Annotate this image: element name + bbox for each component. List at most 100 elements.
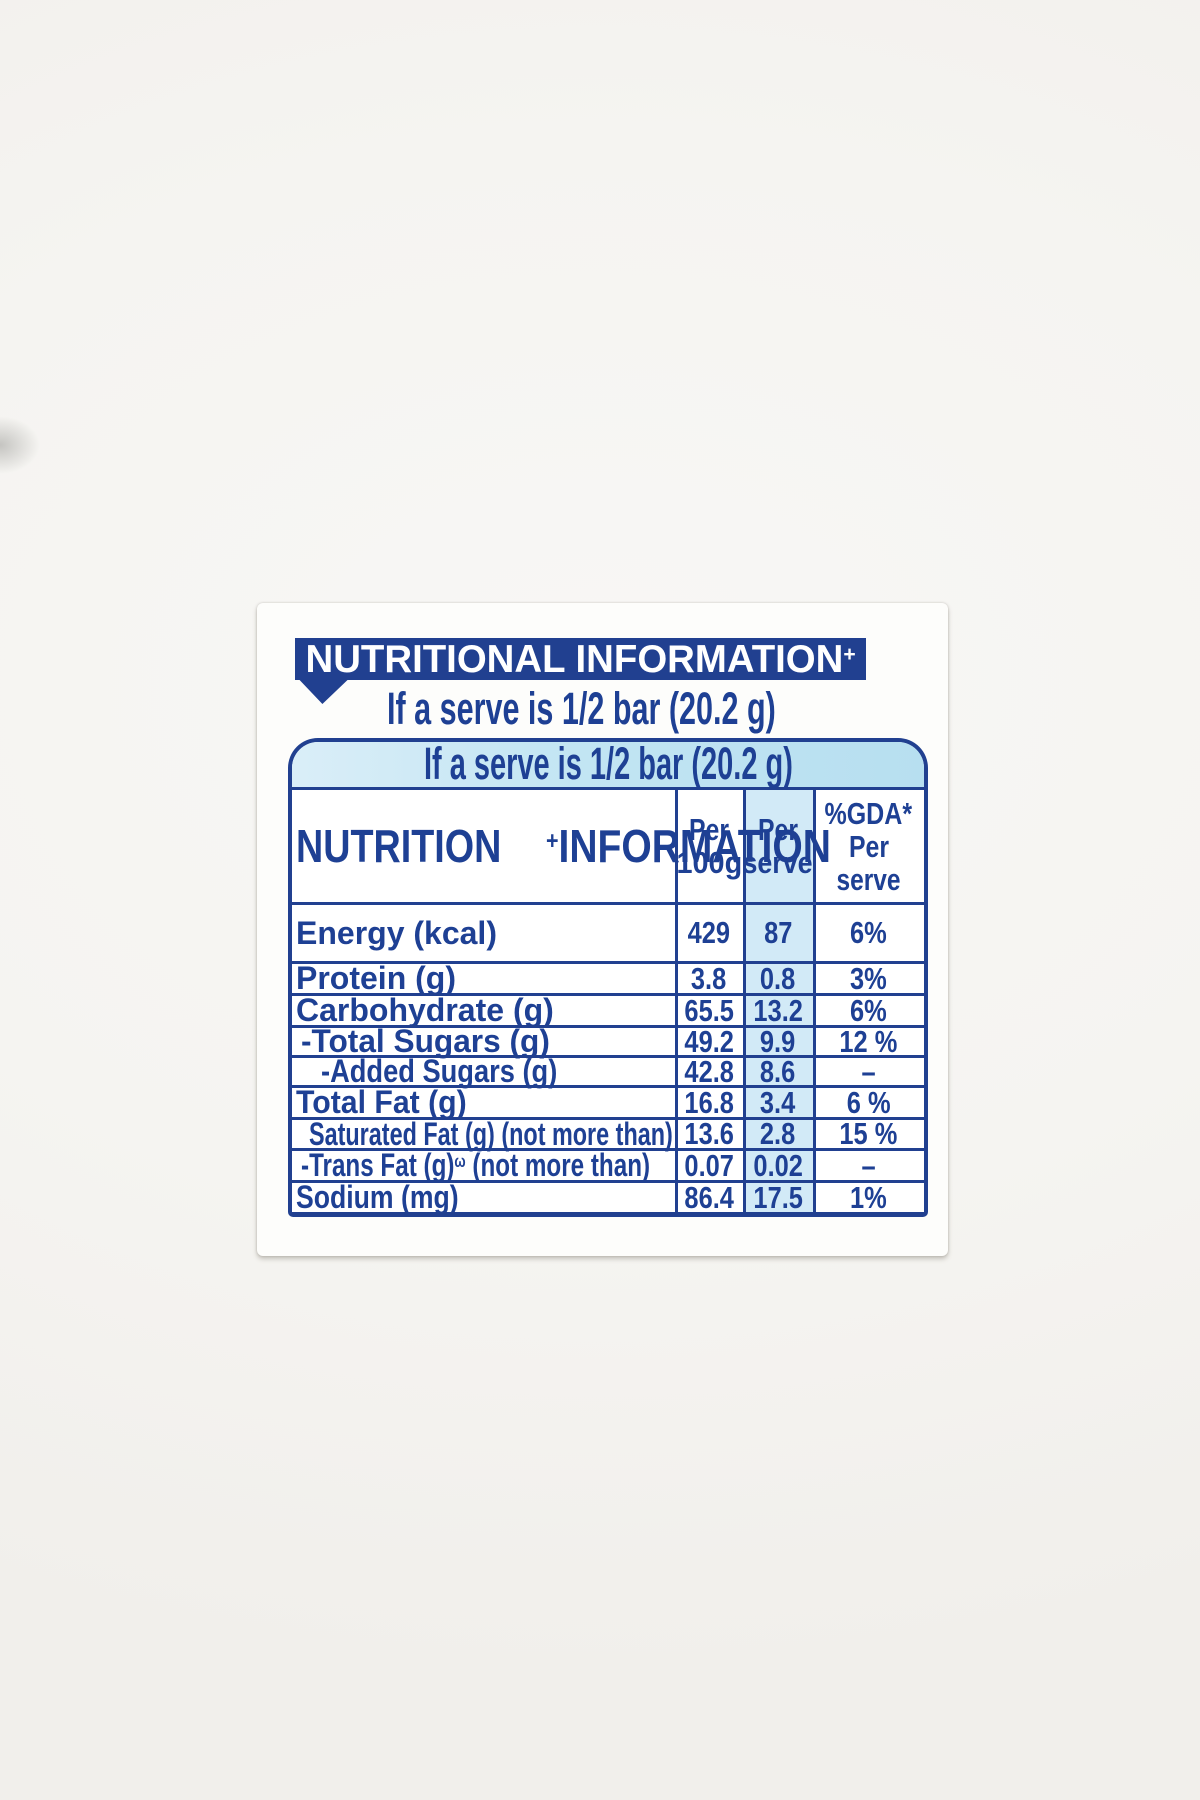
value-gda-cell: –: [813, 1054, 924, 1089]
value-per-serve-cell: 13.2: [743, 993, 813, 1028]
value-per-serve: 0.8: [760, 960, 796, 996]
value-per-serve-cell: 8.6: [743, 1054, 813, 1089]
value-per-serve-cell: 87: [743, 905, 813, 961]
value-gda-cell: 6%: [813, 905, 924, 961]
value-per-100g: 16.8: [684, 1084, 734, 1120]
value-gda: 6%: [850, 992, 887, 1028]
row-label: Carbohydrate (g): [296, 992, 554, 1028]
value-per-100g: 429: [687, 915, 731, 950]
row-label: Total Fat (g): [296, 1084, 467, 1120]
header-cell-gda: %GDA* Per serve: [813, 790, 924, 902]
value-gda: 3%: [850, 960, 887, 996]
value-per-serve: 2.8: [760, 1116, 796, 1151]
value-gda: 1%: [850, 1179, 887, 1215]
header-cell-nutrition-information: NUTRITION +INFORMATION: [292, 790, 831, 902]
value-gda-cell: 12 %: [813, 1024, 924, 1059]
value-per-serve: 87: [763, 915, 793, 950]
value-gda: 6%: [850, 915, 887, 950]
serve-size-line: If a serve is 1/2 bar (20.2 g): [295, 680, 866, 738]
table-row: Carbohydrate (g) 65.5 13.2 6%: [292, 992, 924, 1028]
row-label: -Trans Fat (g)ω (not more than): [301, 1147, 651, 1183]
serve-size-text: If a serve is 1/2 bar (20.2 g): [386, 683, 776, 734]
value-per-serve-cell: 3.4: [743, 1085, 813, 1120]
value-per-100g: 86.4: [684, 1179, 734, 1215]
value-gda-cell: 6 %: [813, 1085, 924, 1120]
value-gda: 12 %: [839, 1023, 898, 1059]
value-per-serve-cell: 9.9: [743, 1024, 813, 1059]
table-row: Protein (g) 3.8 0.8 3%: [292, 960, 924, 996]
value-per-100g: 13.6: [684, 1116, 734, 1151]
value-gda-cell: 15 %: [813, 1116, 924, 1151]
value-per-serve-cell: 0.8: [743, 961, 813, 996]
row-label: -Added Sugars (g): [321, 1053, 558, 1089]
value-per-serve-cell: 0.02: [743, 1148, 813, 1183]
value-per-100g: 0.07: [684, 1147, 734, 1183]
row-label-cell: -Added Sugars (g): [292, 1053, 675, 1089]
column-divider: [743, 790, 746, 1212]
value-gda-cell: 6%: [813, 993, 924, 1028]
value-per-serve: 13.2: [753, 992, 803, 1028]
header-cell-per-serve: Per serve: [743, 790, 813, 902]
value-per-100g-cell: 13.6: [675, 1116, 743, 1151]
value-gda: –: [861, 1147, 876, 1183]
row-label-cell: -Total Sugars (g): [292, 1023, 675, 1059]
value-per-serve: 0.02: [753, 1147, 803, 1183]
table-grid: NUTRITION +INFORMATION Per 100g Per serve %…: [292, 790, 924, 1212]
table-row: -Trans Fat (g)ω (not more than) 0.07 0.02 –: [292, 1147, 924, 1183]
value-per-100g-cell: 42.8: [675, 1054, 743, 1089]
value-gda: 15 %: [839, 1116, 898, 1151]
header-line: serve: [742, 845, 814, 880]
value-per-serve-cell: 2.8: [743, 1116, 813, 1151]
banner-text: NUTRITIONAL INFORMATION+: [305, 638, 856, 681]
value-per-100g-cell: 86.4: [675, 1180, 743, 1213]
header-line: +INFORMATION: [546, 819, 832, 872]
table-row: Energy (kcal) 429 87 6%: [292, 902, 924, 961]
value-per-100g: 3.8: [691, 960, 727, 996]
row-label: Energy (kcal): [296, 914, 497, 951]
value-gda-cell: 3%: [813, 961, 924, 996]
row-label: Protein (g): [296, 960, 456, 996]
row-label-cell: Total Fat (g): [292, 1084, 675, 1120]
header-cell-per-100g: Per 100g: [675, 790, 743, 902]
header-line: NUTRITION: [296, 819, 502, 872]
table-header-row: NUTRITION +INFORMATION Per 100g Per serve %…: [292, 790, 924, 902]
header-line: serve: [836, 861, 901, 897]
header-line: Per: [757, 812, 798, 847]
row-label-cell: Carbohydrate (g): [292, 992, 675, 1028]
value-per-100g: 65.5: [684, 992, 734, 1028]
value-per-100g: 42.8: [684, 1053, 734, 1089]
table-row: -Added Sugars (g) 42.8 8.6 –: [292, 1053, 924, 1089]
header-line: 100g: [676, 845, 742, 880]
table-row: Total Fat (g) 16.8 3.4 6 %: [292, 1084, 924, 1120]
row-label-cell: Energy (kcal): [292, 905, 675, 961]
value-per-serve: 8.6: [760, 1053, 796, 1089]
header-line: Per: [688, 812, 729, 847]
value-per-serve-cell: 17.5: [743, 1180, 813, 1213]
value-per-100g-cell: 16.8: [675, 1085, 743, 1120]
row-label: -Total Sugars (g): [301, 1023, 550, 1059]
row-label: Sodium (mg): [296, 1179, 459, 1215]
table-serve-header-text: If a serve is 1/2 bar (20.2 g): [423, 738, 793, 789]
header-line: %GDA*: [824, 795, 913, 831]
row-label: Saturated Fat (g) (not more than): [309, 1115, 673, 1152]
table-row: -Total Sugars (g) 49.2 9.9 12 %: [292, 1023, 924, 1059]
value-per-100g-cell: 429: [675, 905, 743, 961]
nutrition-table-box: If a serve is 1/2 bar (20.2 g) NUTRITION…: [288, 738, 928, 1217]
row-label-cell: Saturated Fat (g) (not more than): [292, 1116, 675, 1152]
value-per-100g-cell: 49.2: [675, 1024, 743, 1059]
column-divider: [813, 790, 816, 1212]
value-per-serve: 9.9: [760, 1023, 796, 1059]
value-per-100g-cell: 65.5: [675, 993, 743, 1028]
row-label-cell: Protein (g): [292, 960, 675, 996]
table-serve-header: If a serve is 1/2 bar (20.2 g): [292, 742, 924, 790]
table-row: Saturated Fat (g) (not more than) 13.6 2.8…: [292, 1116, 924, 1152]
row-label-cell: Sodium (mg): [292, 1179, 675, 1212]
nutrition-label-card: NUTRITIONAL INFORMATION+ If a serve is 1…: [257, 603, 948, 1256]
value-gda-cell: –: [813, 1148, 924, 1183]
value-per-100g-cell: 0.07: [675, 1148, 743, 1183]
value-per-serve: 3.4: [760, 1084, 796, 1120]
value-gda: –: [861, 1053, 876, 1089]
row-label-cell: -Trans Fat (g)ω (not more than): [292, 1147, 675, 1183]
table-row: Sodium (mg) 86.4 17.5 1%: [292, 1179, 924, 1213]
header-line: Per: [848, 828, 889, 864]
